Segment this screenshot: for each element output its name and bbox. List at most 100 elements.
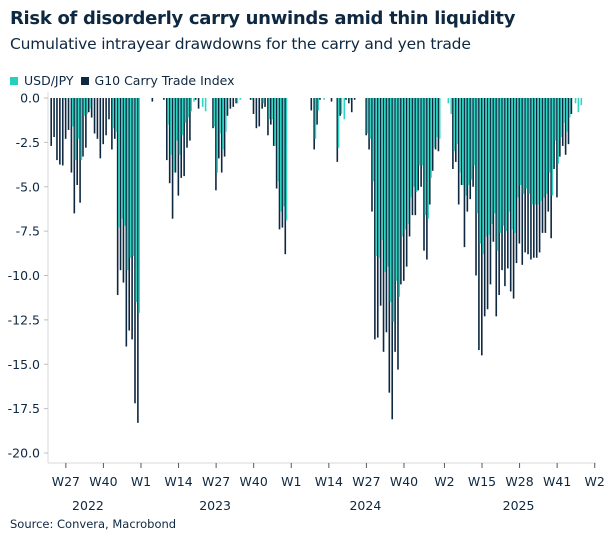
bar-usdjpy	[502, 98, 505, 226]
chart-subtitle: Cumulative intrayear drawdowns for the c…	[10, 35, 471, 53]
bar-g10	[186, 98, 188, 148]
bar-g10	[174, 98, 177, 173]
bar-g10	[252, 98, 255, 114]
bar-usdjpy	[412, 98, 415, 187]
legend-swatch-g10	[80, 76, 89, 85]
legend: USD/JPY G10 Carry Trade Index	[10, 73, 235, 88]
bar-g10	[420, 98, 422, 187]
x-tick-label: W1	[131, 474, 151, 489]
bar-g10	[423, 98, 425, 251]
bar-g10	[316, 98, 318, 125]
bar-g10	[197, 98, 200, 109]
bar-g10	[527, 98, 529, 255]
bar-g10	[125, 98, 128, 347]
bar-g10	[535, 98, 538, 258]
bar-usdjpy	[514, 98, 516, 233]
bar-usdjpy	[123, 98, 126, 226]
bar-g10	[498, 98, 500, 296]
bar-usdjpy	[178, 98, 181, 155]
bar-g10	[99, 98, 102, 159]
bar-usdjpy	[424, 98, 427, 216]
bar-g10	[272, 98, 275, 146]
bar-usdjpy	[418, 98, 421, 166]
bar-usdjpy	[459, 98, 461, 173]
bar-g10	[495, 98, 498, 317]
bar-g10	[264, 98, 266, 107]
y-tick-label: -10.0	[8, 268, 40, 283]
bar-g10	[541, 98, 544, 233]
bar-usdjpy	[236, 98, 239, 104]
bar-g10	[452, 98, 454, 169]
bar-usdjpy	[398, 98, 401, 297]
bar-usdjpy	[516, 98, 519, 198]
bar-g10	[76, 98, 78, 185]
bar-g10	[553, 98, 555, 169]
bar-g10	[463, 98, 466, 248]
bar-usdjpy	[126, 98, 129, 271]
y-tick-label: 0.0	[20, 91, 40, 106]
bar-g10	[229, 98, 232, 109]
bar-g10	[371, 98, 373, 212]
bar-usdjpy	[193, 98, 195, 102]
bar-g10	[128, 98, 131, 331]
bar-usdjpy	[71, 98, 74, 127]
bar-usdjpy	[366, 98, 369, 134]
y-tick-label: -5.0	[16, 179, 40, 194]
bar-g10	[270, 98, 272, 125]
bar-g10	[345, 98, 347, 100]
bar-g10	[119, 98, 122, 271]
bar-usdjpy	[404, 98, 406, 230]
y-tick-label: -12.5	[8, 312, 40, 327]
x-year-label: 2023	[199, 498, 231, 513]
bar-g10	[538, 98, 541, 253]
bar-g10	[56, 98, 58, 161]
bar-usdjpy	[83, 98, 86, 116]
bar-g10	[235, 98, 237, 104]
bar-usdjpy	[369, 98, 372, 139]
bar-usdjpy	[499, 98, 502, 233]
bar-usdjpy	[277, 98, 279, 182]
bar-usdjpy	[410, 98, 412, 198]
bar-g10	[310, 98, 313, 111]
bar-usdjpy	[508, 98, 510, 212]
y-tick-label: -15.0	[8, 357, 40, 372]
bar-g10	[564, 98, 567, 155]
bar-g10	[507, 98, 509, 269]
bar-usdjpy	[557, 98, 559, 164]
bar-usdjpy	[421, 98, 424, 166]
bar-g10	[483, 98, 486, 317]
bar-g10	[194, 98, 197, 100]
bar-usdjpy	[395, 98, 398, 281]
bar-usdjpy	[470, 98, 473, 180]
bar-g10	[521, 98, 524, 265]
bar-usdjpy	[282, 98, 285, 207]
bar-g10	[556, 98, 558, 198]
bar-usdjpy	[580, 98, 583, 106]
bar-g10	[61, 98, 64, 166]
bar-usdjpy	[537, 98, 539, 205]
legend-label-usdjpy: USD/JPY	[24, 73, 74, 88]
bar-g10	[426, 98, 428, 260]
bar-g10	[567, 98, 570, 145]
bar-usdjpy	[118, 98, 120, 228]
bar-g10	[85, 98, 87, 148]
bar-g10	[512, 98, 515, 299]
bar-g10	[255, 98, 258, 129]
bar-g10	[469, 98, 472, 200]
bar-usdjpy	[225, 98, 227, 132]
bar-g10	[151, 98, 154, 102]
bar-usdjpy	[251, 98, 253, 100]
bar-g10	[275, 98, 278, 189]
bar-usdjpy	[574, 98, 577, 104]
bar-usdjpy	[528, 98, 531, 194]
bar-usdjpy	[542, 98, 545, 198]
bar-g10	[53, 98, 55, 138]
bar-usdjpy	[132, 98, 135, 256]
bar-usdjpy	[190, 98, 192, 112]
bar-usdjpy	[436, 98, 438, 138]
legend-label-g10: G10 Carry Trade Index	[94, 73, 235, 88]
bar-usdjpy	[415, 98, 418, 193]
bar-g10	[82, 98, 84, 157]
bar-g10	[64, 98, 67, 139]
bar-g10	[472, 98, 474, 187]
